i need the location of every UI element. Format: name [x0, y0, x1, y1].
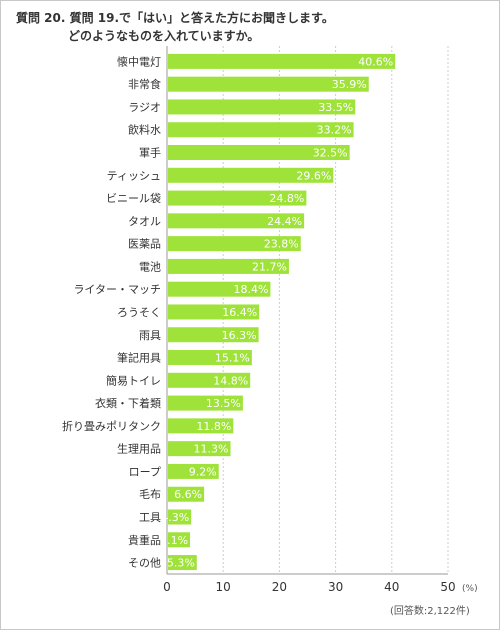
bar	[168, 509, 192, 525]
category-label: 飲料水	[128, 123, 161, 137]
value-label: 11.3%	[194, 443, 229, 456]
category-label: ティッシュ	[107, 169, 161, 182]
bar	[168, 463, 219, 479]
x-tick-label: 0	[163, 580, 171, 594]
value-label: 16.4%	[222, 306, 257, 319]
category-label: 簡易トイレ	[106, 373, 161, 387]
x-axis-unit: (%)	[462, 584, 478, 594]
bar	[168, 213, 305, 229]
value-label: 23.8%	[264, 238, 299, 251]
value-label: 4.3%	[161, 511, 189, 524]
bar	[168, 418, 234, 434]
bar	[168, 555, 197, 571]
bar	[168, 304, 260, 320]
bar	[168, 190, 307, 206]
category-label: ライター・マッチ	[73, 283, 161, 296]
value-label: 15.1%	[215, 352, 250, 365]
category-label: ビニール袋	[106, 191, 161, 205]
bar	[168, 486, 205, 502]
value-label: 35.9%	[332, 78, 367, 91]
value-label: 32.5%	[313, 147, 348, 160]
bar	[168, 350, 252, 366]
value-label: 13.5%	[206, 397, 241, 410]
bar	[168, 76, 369, 92]
value-label: 40.6%	[358, 55, 393, 68]
x-tick-label: 30	[328, 580, 343, 594]
category-label: その他	[128, 557, 161, 570]
value-label: 18.4%	[233, 283, 268, 296]
category-label: 筆記用具	[117, 351, 161, 365]
value-label: 24.4%	[267, 215, 302, 228]
category-label: 電池	[139, 260, 161, 273]
category-label: ろうそく	[117, 306, 161, 319]
bar	[168, 53, 396, 69]
bar	[168, 441, 231, 457]
chart-title: 質問 20. 質問 19.で「はい」と答えた方にお聞きします。 どのようなものを…	[16, 9, 334, 45]
bar	[168, 167, 334, 183]
category-label: ロープ	[129, 465, 161, 478]
category-label: タオル	[128, 215, 161, 228]
category-label: 非常食	[128, 77, 161, 91]
x-tick-label: 40	[384, 580, 399, 594]
value-label: 11.8%	[196, 420, 231, 433]
category-label: 懐中電灯	[117, 54, 161, 68]
bar	[168, 281, 271, 297]
category-label: 衣類・下着類	[95, 396, 161, 410]
value-label: 33.5%	[318, 101, 353, 114]
category-label: 軍手	[139, 146, 161, 160]
value-label: 33.2%	[317, 124, 352, 137]
category-label: 工具	[139, 511, 161, 524]
bar	[168, 372, 251, 388]
bar	[168, 99, 356, 115]
category-label: 生理用品	[117, 442, 161, 456]
category-label: 医薬品	[128, 238, 161, 251]
category-label: 雨具	[139, 329, 161, 342]
bar	[168, 395, 243, 411]
respondent-count: (回答数:2,122件)	[390, 606, 470, 617]
value-label: 5.3%	[167, 557, 195, 570]
bar	[168, 532, 191, 548]
category-label: 貴重品	[128, 533, 161, 547]
bar	[168, 236, 301, 252]
value-label: 9.2%	[189, 465, 217, 478]
bar	[168, 258, 289, 274]
title-line-2: どのようなものを入れていますか。	[68, 29, 260, 43]
category-label: 毛布	[139, 488, 161, 501]
value-label: 14.8%	[213, 374, 248, 387]
title-line-1: 質問 20. 質問 19.で「はい」と答えた方にお聞きします。	[16, 11, 334, 25]
category-label: 折り畳みポリタンク	[62, 419, 161, 433]
x-tick-label: 10	[216, 580, 231, 594]
bar	[168, 145, 350, 161]
x-tick-label: 20	[272, 580, 287, 594]
value-label: 24.8%	[269, 192, 304, 205]
value-label: 6.6%	[174, 488, 202, 501]
value-label: 16.3%	[222, 329, 257, 342]
value-label: 29.6%	[296, 169, 331, 182]
value-label: 4.1%	[160, 534, 188, 547]
category-label: ラジオ	[128, 101, 161, 114]
bar	[168, 122, 354, 138]
x-tick-label: 50	[440, 580, 455, 594]
bar	[168, 327, 259, 343]
value-label: 21.7%	[252, 260, 287, 273]
